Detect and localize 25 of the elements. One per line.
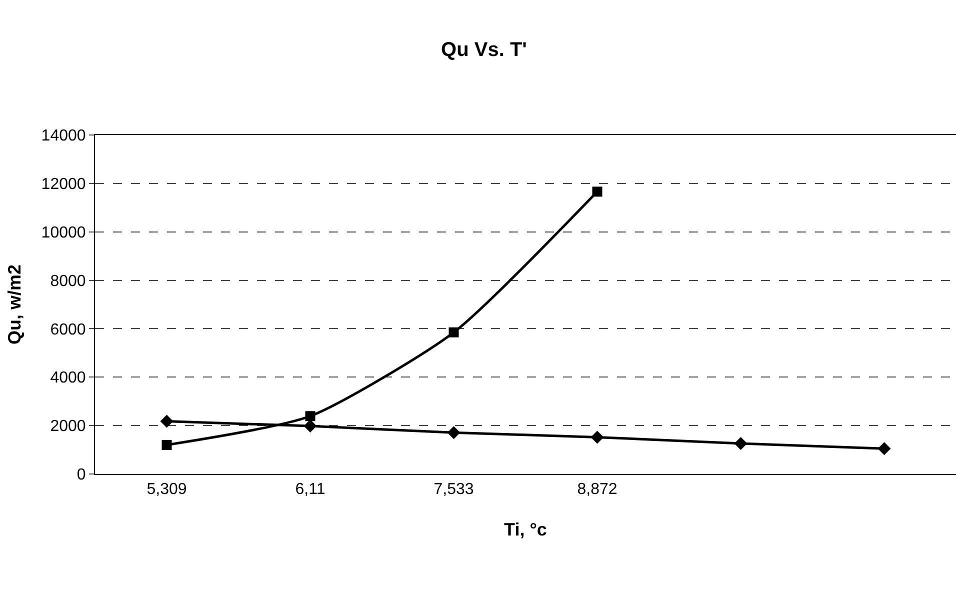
point — [447, 426, 460, 440]
y-tick-label: 10000 — [41, 224, 86, 242]
y-tick-label: 4000 — [50, 370, 86, 387]
x-axis-title: Ti, °c — [504, 519, 547, 540]
y-axis-title: Qu, w/m2 — [4, 264, 24, 345]
y-tick-label: 8000 — [50, 272, 86, 290]
point — [878, 442, 891, 456]
y-tick-label: 14000 — [41, 128, 86, 145]
x-tick-label: 5,309 — [146, 481, 187, 498]
point — [590, 430, 604, 444]
y-tick-label: 0 — [76, 466, 86, 484]
chart-title: Qu Vs. T' — [441, 38, 527, 61]
point — [162, 440, 172, 450]
x-tick-label: 6,11 — [295, 481, 326, 498]
point — [734, 436, 748, 450]
x-tick-label: 7,533 — [434, 481, 474, 498]
y-tick-label: 2000 — [50, 418, 86, 436]
point — [592, 186, 602, 197]
point — [448, 327, 459, 338]
y-tick-label: 6000 — [50, 321, 86, 338]
point — [304, 420, 317, 433]
y-tick-label: 12000 — [41, 176, 86, 194]
point — [305, 411, 316, 422]
x-tick-label: 8,872 — [577, 481, 618, 498]
point — [160, 414, 174, 428]
